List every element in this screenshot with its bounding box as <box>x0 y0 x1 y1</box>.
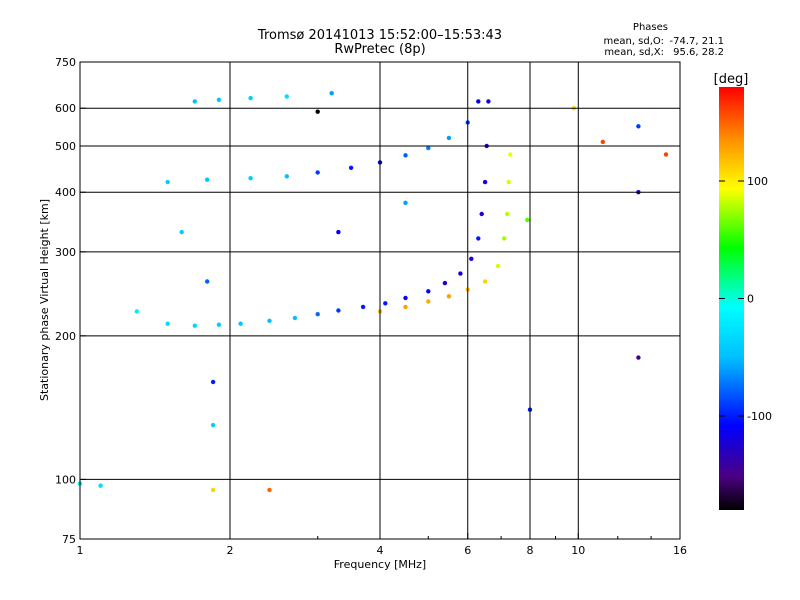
data-point <box>238 321 243 326</box>
data-point <box>210 487 216 493</box>
data-point <box>216 97 222 103</box>
stats-x-values: 95.6, 28.2 <box>673 47 724 58</box>
data-point <box>315 109 320 114</box>
data-point <box>502 236 507 241</box>
data-point <box>426 289 431 294</box>
data-point <box>315 170 320 175</box>
data-point <box>636 355 641 360</box>
data-point <box>636 124 641 129</box>
data-point <box>165 321 170 326</box>
y-tick-label: 200 <box>55 330 76 343</box>
colorbar-tick-label: 100 <box>747 175 768 188</box>
data-point <box>192 323 197 328</box>
chart-title: Tromsø 20141013 15:52:00–15:53:43 <box>257 28 502 43</box>
data-point <box>284 94 289 99</box>
data-point <box>98 483 103 488</box>
data-point <box>292 315 298 321</box>
colorbar-tick-label: -100 <box>747 410 772 423</box>
stats-heading: Phases <box>633 22 668 33</box>
data-point <box>179 229 184 235</box>
y-tick-label: 100 <box>55 473 76 486</box>
data-point <box>284 174 289 179</box>
x-tick-label: 2 <box>227 544 234 557</box>
data-point <box>205 177 210 182</box>
data-points <box>77 91 669 493</box>
y-axis-ticks: 75 100 200 300 400 500 600 750 <box>55 56 86 546</box>
colorbar-ticks: 100 0 -100 <box>719 175 772 423</box>
x-tick-label: 4 <box>377 544 384 557</box>
data-point <box>458 271 463 276</box>
stats-x-label: mean, sd,X: <box>604 47 664 58</box>
data-point <box>192 99 197 104</box>
data-point <box>486 99 491 104</box>
stats-o-label: mean, sd,O: <box>603 36 664 47</box>
x-tick-label: 10 <box>571 544 585 557</box>
y-tick-label: 500 <box>55 140 76 153</box>
data-point <box>469 256 474 261</box>
data-point <box>482 279 488 284</box>
data-point <box>403 200 408 205</box>
x-tick-label: 1 <box>77 544 84 557</box>
data-point <box>505 211 510 217</box>
x-tick-label: 8 <box>527 544 534 557</box>
data-point <box>248 95 253 101</box>
colorbar-label: [deg] <box>714 72 749 87</box>
data-point <box>476 99 481 104</box>
data-point <box>506 179 511 185</box>
x-tick-label: 6 <box>464 544 471 557</box>
data-point <box>482 179 488 185</box>
y-axis-label: Stationary phase Virtual Height [km] <box>38 199 51 401</box>
data-point <box>426 145 431 151</box>
data-point <box>165 179 170 185</box>
data-point <box>495 263 501 269</box>
data-point <box>315 312 320 317</box>
data-point <box>479 211 484 217</box>
data-point <box>205 279 210 284</box>
y-tick-label: 400 <box>55 186 76 199</box>
data-point <box>383 301 388 306</box>
y-tick-label: 600 <box>55 102 76 115</box>
data-point <box>663 152 669 157</box>
data-point <box>403 295 408 301</box>
chart-subtitle: RwPretec (8p) <box>334 42 425 57</box>
x-axis-ticks: 1 2 4 6 8 10 16 <box>77 533 687 557</box>
data-point <box>210 422 216 428</box>
data-point <box>267 487 272 493</box>
data-point <box>248 176 253 181</box>
data-point <box>336 229 341 235</box>
x-tick-label: 16 <box>673 544 687 557</box>
data-point <box>403 153 408 158</box>
data-point <box>442 280 448 286</box>
data-point <box>329 91 334 96</box>
y-tick-label: 75 <box>62 533 76 546</box>
data-point <box>210 379 216 385</box>
data-point <box>360 304 366 310</box>
data-point <box>403 304 408 310</box>
data-point <box>134 309 139 314</box>
data-point <box>267 318 272 323</box>
data-point <box>216 322 222 327</box>
colorbar-tick-label: 0 <box>747 293 754 306</box>
y-tick-label: 750 <box>55 56 76 69</box>
grid-lines <box>80 62 680 539</box>
data-point <box>426 299 431 304</box>
data-point <box>336 308 341 313</box>
data-point <box>348 165 354 170</box>
data-point <box>508 152 513 157</box>
data-point <box>476 236 481 241</box>
y-tick-label: 300 <box>55 246 76 259</box>
data-point <box>446 135 452 141</box>
data-point <box>525 217 530 223</box>
stats-o-values: -74.7, 21.1 <box>670 36 725 47</box>
x-axis-label: Frequency [MHz] <box>334 558 426 571</box>
data-point <box>600 139 605 145</box>
data-point <box>446 294 452 299</box>
